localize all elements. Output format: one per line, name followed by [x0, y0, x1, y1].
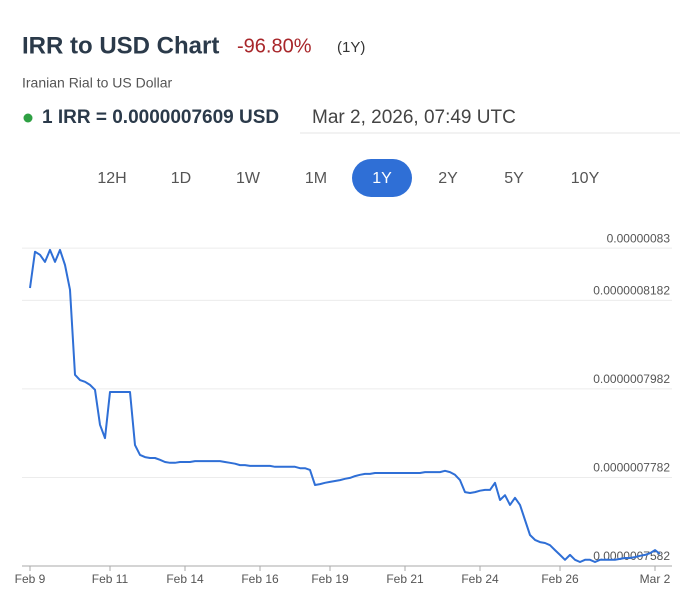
subtitle: Iranian Rial to US Dollar: [22, 75, 173, 91]
x-tick-label: Feb 19: [311, 572, 349, 586]
x-tick-label: Feb 16: [241, 572, 279, 586]
price-line: [29, 248, 661, 563]
range-button[interactable]: 1M: [305, 170, 327, 187]
range-button[interactable]: 1W: [236, 170, 261, 187]
timestamp: Mar 2, 2026, 07:49 UTC: [312, 107, 516, 128]
rate: 1 IRR = 0.0000007609 USD: [42, 107, 279, 128]
y-tick-label: 0.00000083: [607, 231, 671, 245]
change-period: (1Y): [337, 39, 365, 56]
x-tick-label: Feb 24: [461, 572, 499, 586]
y-tick-label: 0.0000008182: [593, 284, 670, 298]
y-tick-label: 0.0000007982: [593, 372, 670, 386]
range-button[interactable]: 12H: [97, 170, 126, 187]
x-tick-label: Feb 9: [15, 572, 46, 586]
x-tick-label: Feb 11: [92, 572, 129, 586]
range-selector: 12H 1D 1W 1M 1Y 2Y 5Y 10Y: [97, 159, 600, 197]
x-tick-label: Feb 21: [386, 572, 424, 586]
range-button[interactable]: 5Y: [504, 170, 524, 187]
range-button[interactable]: 1Y: [372, 170, 392, 187]
change: -96.80%: [237, 35, 312, 57]
y-tick-label: 0.0000007582: [593, 549, 670, 563]
range-button-active[interactable]: [352, 159, 412, 197]
chart: 0.00000083 0.0000008182 0.0000007982 0.0000…: [15, 231, 672, 586]
status-dot: [23, 113, 33, 123]
range-button[interactable]: 1D: [171, 170, 191, 187]
title: IRR to USD Chart: [22, 32, 219, 59]
x-tick-label: Feb 26: [541, 572, 579, 586]
y-tick-label: 0.0000007782: [593, 461, 670, 475]
x-tick-label: Feb 14: [166, 572, 204, 586]
x-tick-label: Mar 2: [640, 572, 671, 586]
range-button[interactable]: 10Y: [571, 170, 600, 187]
range-button[interactable]: 2Y: [438, 170, 458, 187]
